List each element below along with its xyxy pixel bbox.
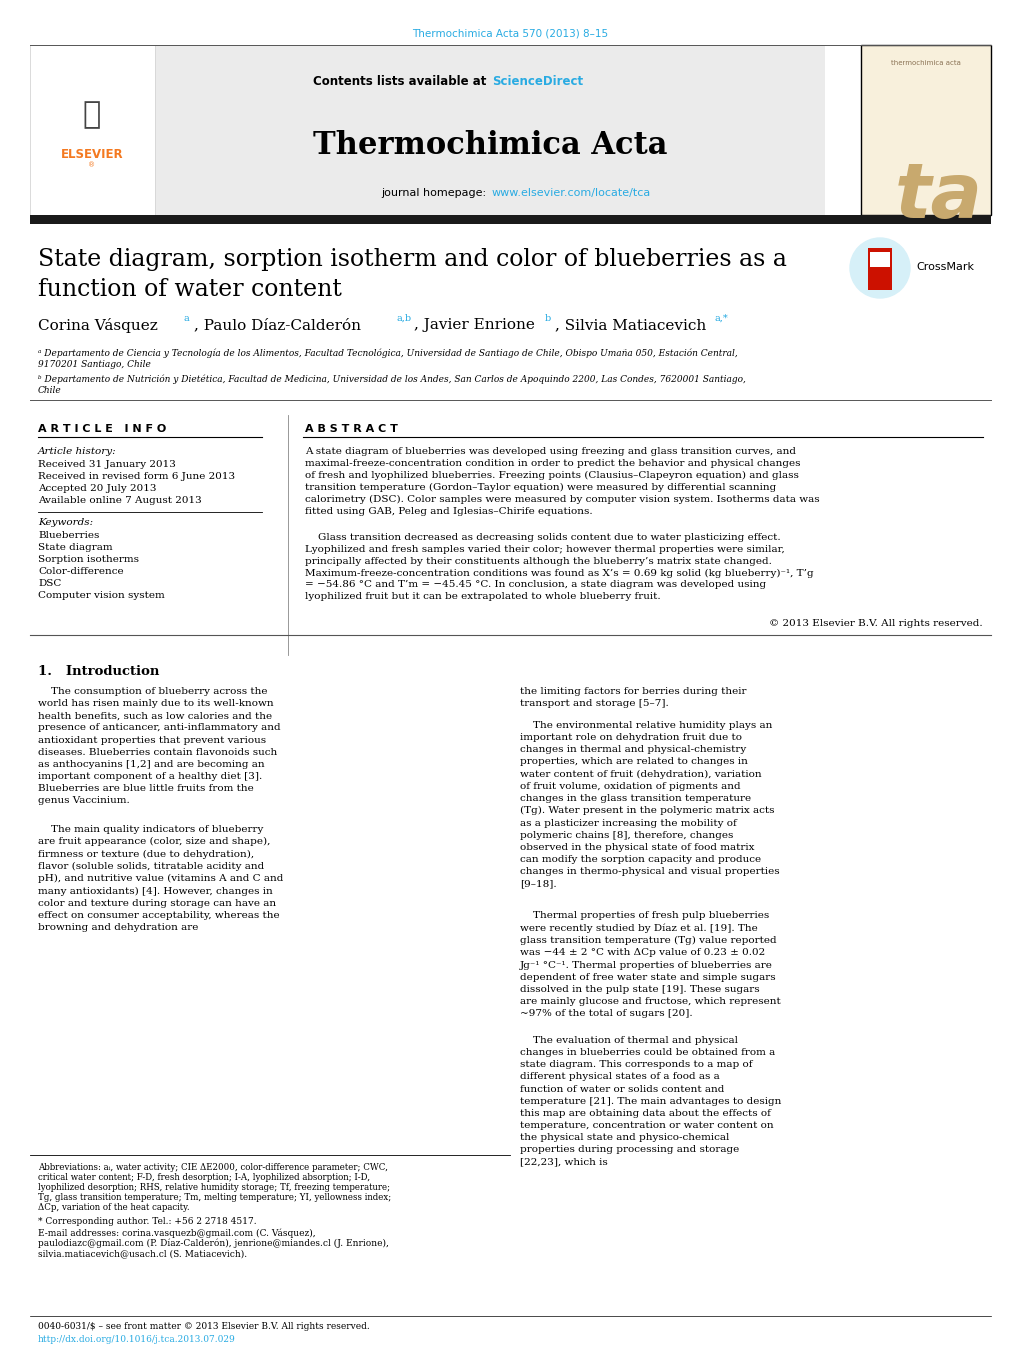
Text: Thermochimica Acta 570 (2013) 8–15: Thermochimica Acta 570 (2013) 8–15 (411, 28, 609, 38)
Text: lyophilized desorption; RHS, relative humidity storage; Tf, freezing temperature: lyophilized desorption; RHS, relative hu… (38, 1183, 390, 1192)
Text: 0040-6031/$ – see front matter © 2013 Elsevier B.V. All rights reserved.: 0040-6031/$ – see front matter © 2013 El… (38, 1323, 370, 1331)
Text: a,b: a,b (396, 313, 411, 323)
Text: CrossMark: CrossMark (916, 262, 974, 272)
Text: Computer vision system: Computer vision system (38, 590, 164, 600)
Text: The consumption of blueberry across the
world has risen mainly due to its well-k: The consumption of blueberry across the … (38, 688, 281, 805)
Text: Chile: Chile (38, 386, 61, 394)
Text: ta: ta (895, 159, 983, 234)
Text: The main quality indicators of blueberry
are fruit appearance (color, size and s: The main quality indicators of blueberry… (38, 825, 284, 932)
Text: ᵃ Departamento de Ciencia y Tecnología de los Alimentos, Facultad Tecnológica, U: ᵃ Departamento de Ciencia y Tecnología d… (38, 349, 738, 358)
Text: A R T I C L E   I N F O: A R T I C L E I N F O (38, 424, 166, 434)
Text: www.elsevier.com/locate/tca: www.elsevier.com/locate/tca (492, 188, 651, 199)
Text: Thermochimica Acta: Thermochimica Acta (312, 130, 668, 161)
Text: DSC: DSC (38, 580, 61, 588)
Text: 🌳: 🌳 (83, 100, 101, 128)
Text: The environmental relative humidity plays an
important role on dehydration fruit: The environmental relative humidity play… (520, 721, 780, 889)
Text: A state diagram of blueberries was developed using freezing and glass transition: A state diagram of blueberries was devel… (305, 447, 820, 516)
Text: a: a (183, 313, 189, 323)
Text: Article history:: Article history: (38, 447, 116, 457)
Circle shape (850, 238, 910, 299)
Text: Received in revised form 6 June 2013: Received in revised form 6 June 2013 (38, 471, 235, 481)
Text: Sorption isotherms: Sorption isotherms (38, 555, 139, 563)
Text: a,*: a,* (714, 313, 728, 323)
Text: critical water content; F-D, fresh desorption; I-A, lyophilized absorption; I-D,: critical water content; F-D, fresh desor… (38, 1173, 371, 1182)
Bar (870, 253, 890, 267)
Text: Accepted 20 July 2013: Accepted 20 July 2013 (38, 484, 156, 493)
Text: paulodiazc@gmail.com (P. Díaz-Calderón), jenrione@miandes.cl (J. Enrione),: paulodiazc@gmail.com (P. Díaz-Calderón),… (38, 1239, 389, 1248)
Bar (861, 45, 991, 215)
Text: silvia.matiacevich@usach.cl (S. Matiacevich).: silvia.matiacevich@usach.cl (S. Matiacev… (38, 1250, 247, 1258)
Text: Received 31 January 2013: Received 31 January 2013 (38, 459, 176, 469)
Text: State diagram: State diagram (38, 543, 112, 553)
Text: Color-difference: Color-difference (38, 567, 124, 576)
Bar (30, 215, 991, 224)
Text: the limiting factors for berries during their
transport and storage [5–7].: the limiting factors for berries during … (520, 688, 746, 708)
Text: * Corresponding author. Tel.: +56 2 2718 4517.: * Corresponding author. Tel.: +56 2 2718… (38, 1217, 256, 1225)
Text: http://dx.doi.org/10.1016/j.tca.2013.07.029: http://dx.doi.org/10.1016/j.tca.2013.07.… (38, 1335, 236, 1344)
Bar (868, 249, 892, 290)
Text: , Javier Enrione: , Javier Enrione (414, 317, 535, 332)
Text: Tg, glass transition temperature; Tm, melting temperature; YI, yellowness index;: Tg, glass transition temperature; Tm, me… (38, 1193, 391, 1202)
Text: ΔCp, variation of the heat capacity.: ΔCp, variation of the heat capacity. (38, 1202, 190, 1212)
Text: Blueberries: Blueberries (38, 531, 99, 540)
Text: A B S T R A C T: A B S T R A C T (305, 424, 398, 434)
Text: b: b (545, 313, 551, 323)
Text: ELSEVIER: ELSEVIER (60, 149, 124, 161)
Text: ScienceDirect: ScienceDirect (492, 76, 583, 88)
Text: Keywords:: Keywords: (38, 517, 93, 527)
Text: , Paulo Díaz-Calderón: , Paulo Díaz-Calderón (194, 317, 361, 332)
Text: thermochimica acta: thermochimica acta (891, 59, 961, 66)
Text: Contents lists available at: Contents lists available at (312, 76, 490, 88)
Text: ®: ® (89, 162, 96, 168)
Text: journal homepage:: journal homepage: (382, 188, 490, 199)
Bar (155, 45, 825, 215)
Text: ᵇ Departamento de Nutrición y Dietética, Facultad de Medicina, Universidad de lo: ᵇ Departamento de Nutrición y Dietética,… (38, 374, 746, 384)
Text: 1.   Introduction: 1. Introduction (38, 665, 159, 678)
Text: Available online 7 August 2013: Available online 7 August 2013 (38, 496, 202, 505)
Bar (30, 45, 155, 215)
Text: , Silvia Matiacevich: , Silvia Matiacevich (555, 317, 707, 332)
Text: Glass transition decreased as decreasing solids content due to water plasticizin: Glass transition decreased as decreasing… (305, 534, 814, 601)
Text: 9170201 Santiago, Chile: 9170201 Santiago, Chile (38, 359, 151, 369)
Text: Abbreviations: aᵢ, water activity; CIE ΔE2000, color-difference parameter; CWC,: Abbreviations: aᵢ, water activity; CIE Δ… (38, 1163, 388, 1173)
Text: E-mail addresses: corina.vasquezb@gmail.com (C. Vásquez),: E-mail addresses: corina.vasquezb@gmail.… (38, 1229, 315, 1239)
Text: © 2013 Elsevier B.V. All rights reserved.: © 2013 Elsevier B.V. All rights reserved… (770, 619, 983, 628)
Text: State diagram, sorption isotherm and color of blueberries as a: State diagram, sorption isotherm and col… (38, 249, 787, 272)
Text: The evaluation of thermal and physical
changes in blueberries could be obtained : The evaluation of thermal and physical c… (520, 1036, 781, 1166)
Text: Corina Vásquez: Corina Vásquez (38, 317, 158, 332)
Text: function of water content: function of water content (38, 278, 342, 301)
Text: Thermal properties of fresh pulp blueberries
were recently studied by Díaz et al: Thermal properties of fresh pulp blueber… (520, 911, 781, 1019)
